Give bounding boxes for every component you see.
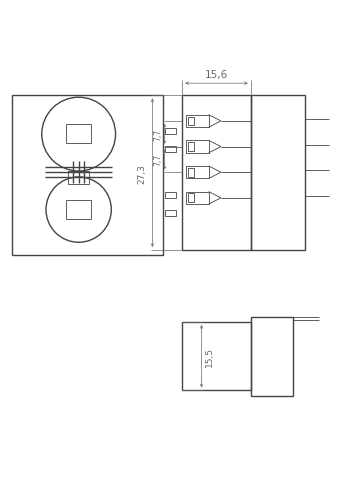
Bar xyxy=(186,192,209,205)
Bar xyxy=(182,322,251,391)
Bar xyxy=(251,317,293,396)
Bar xyxy=(186,115,209,128)
Bar xyxy=(186,141,209,153)
Bar xyxy=(165,147,176,153)
Bar xyxy=(182,96,251,250)
Bar xyxy=(188,168,194,177)
Bar xyxy=(165,129,176,134)
Bar xyxy=(165,211,176,217)
Bar xyxy=(65,124,91,144)
Bar xyxy=(65,200,91,219)
Bar xyxy=(186,167,209,179)
Bar xyxy=(251,96,305,250)
Text: 15,5: 15,5 xyxy=(205,347,214,367)
Bar xyxy=(188,143,194,152)
Text: 15,6: 15,6 xyxy=(205,70,228,80)
Bar xyxy=(12,96,163,256)
Bar xyxy=(188,117,194,126)
Bar xyxy=(165,193,176,198)
Text: 7,7: 7,7 xyxy=(153,154,162,166)
Text: 27,3: 27,3 xyxy=(138,163,147,183)
Bar xyxy=(68,172,89,184)
Bar xyxy=(188,194,194,203)
Text: 7,7: 7,7 xyxy=(153,128,162,140)
